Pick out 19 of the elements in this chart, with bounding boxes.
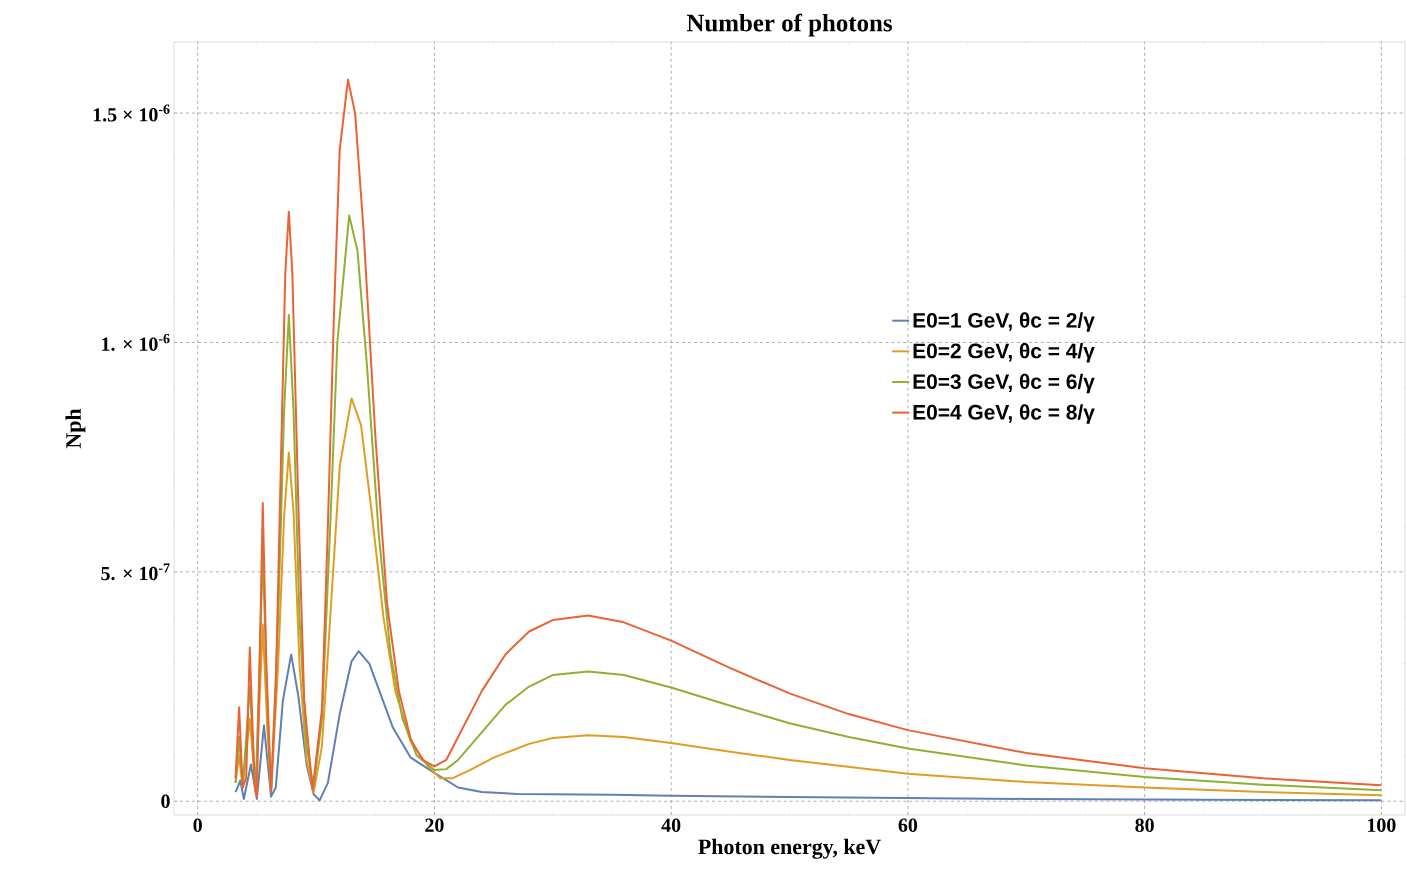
legend-label: E0=1 GeV, θc = 2/γ	[913, 312, 1095, 332]
y-axis-title: Nph	[65, 408, 86, 449]
legend-label: E0=4 GeV, θc = 8/γ	[913, 404, 1095, 424]
y-tick-label: 1. × 10$^{-6}$	[102, 333, 170, 351]
x-tick-label: 80	[1135, 818, 1154, 832]
y-tick-label: 5. × 10$^{-7}$	[101, 563, 170, 581]
x-tick-label: 60	[898, 818, 918, 832]
chart-title: Number of photons	[686, 13, 892, 37]
line-series	[234, 397, 1383, 797]
x-axis-title: Photon energy, keV	[698, 838, 881, 859]
line-series	[234, 214, 1383, 794]
x-tick-label: 20	[425, 818, 444, 832]
y-tick-label: 0	[161, 794, 170, 808]
legend-label: E0=2 GeV, θc = 4/γ	[913, 343, 1095, 363]
x-tick-label: 0	[193, 818, 202, 832]
x-tick-label: 40	[661, 818, 681, 832]
y-tick-label: 1.5 × 10$^{-6}$	[93, 104, 170, 122]
legend-label: E0=3 GeV, θc = 6/γ	[913, 373, 1095, 394]
x-tick-label: 100	[1368, 818, 1396, 832]
